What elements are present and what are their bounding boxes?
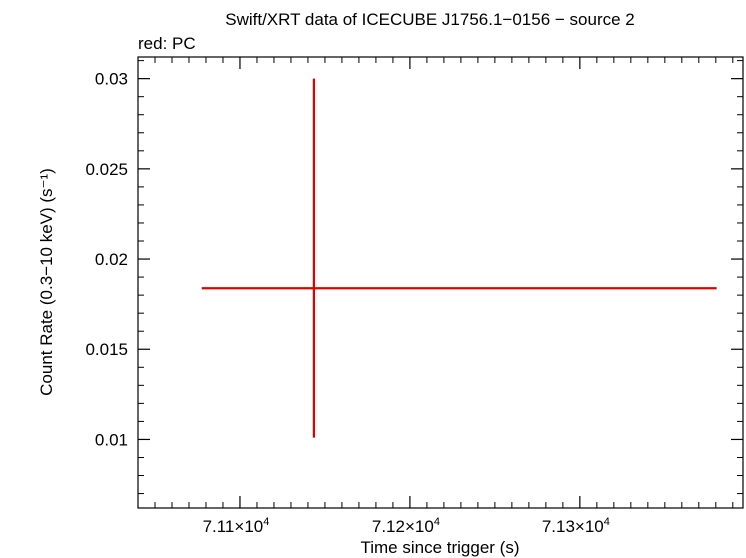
x-tick-mantissa: 7.11×10 [203, 517, 264, 536]
x-tick-exponent: 4 [604, 516, 610, 528]
y-tick-label: 0.015 [85, 340, 128, 359]
y-tick-label: 0.03 [95, 70, 128, 89]
x-axis: 7.11×104 7.12×104 7.13×104 [154, 57, 734, 536]
chart-title: Swift/XRT data of ICECUBE J1756.1−0156 −… [225, 10, 635, 29]
x-tick-exponent: 4 [434, 516, 440, 528]
chart-subtitle: red: PC [138, 34, 196, 53]
y-tick-label: 0.01 [95, 430, 128, 449]
data-series-pc [201, 78, 717, 438]
y-tick-label: 0.025 [85, 160, 128, 179]
y-axis: 0.01 0.015 0.02 0.025 0.03 [85, 60, 743, 495]
x-tick-label: 7.12×104 [372, 516, 440, 536]
x-axis-label: Time since trigger (s) [360, 538, 519, 557]
x-tick-mantissa: 7.12×10 [372, 517, 434, 536]
x-tick-exponent: 4 [263, 516, 269, 528]
x-tick-mantissa: 7.13×10 [542, 517, 604, 536]
y-tick-label: 0.02 [95, 250, 128, 269]
x-tick-label: 7.11×104 [203, 516, 270, 536]
y-axis-label: Count Rate (0.3−10 keV) (s⁻¹) [37, 168, 56, 396]
x-tick-label: 7.13×104 [542, 516, 610, 536]
plot-frame [137, 56, 744, 509]
